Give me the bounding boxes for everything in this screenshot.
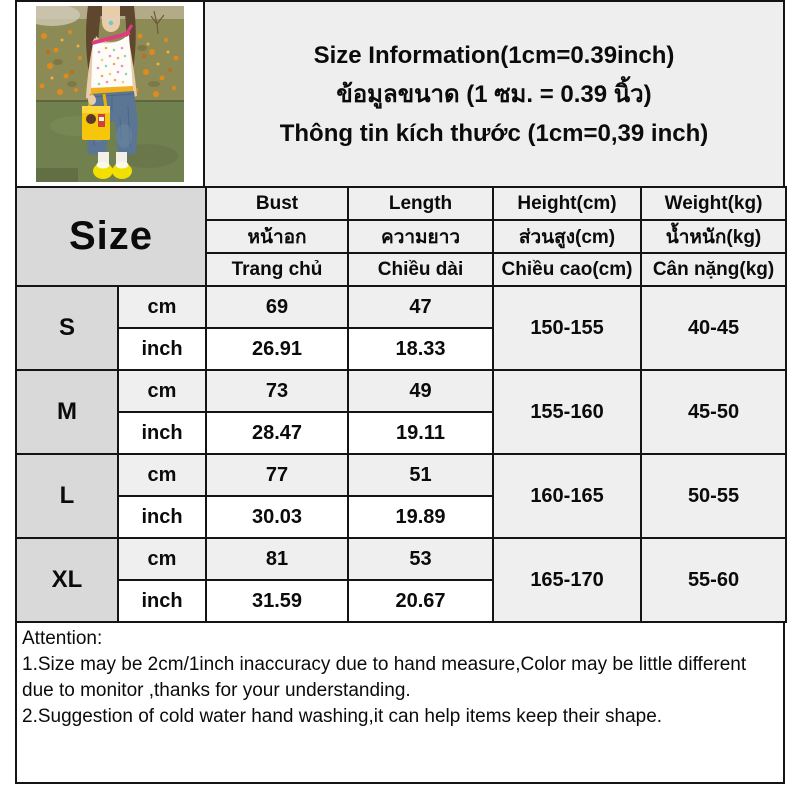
xl-cm-length: 53 — [347, 537, 495, 581]
product-photo — [36, 6, 184, 182]
attention-note-2: 2.Suggestion of cold water hand washing,… — [22, 706, 663, 727]
product-photo-cell — [15, 0, 205, 188]
unit-inch-s: inch — [116, 327, 208, 371]
l-inch-length: 19.89 — [347, 495, 495, 539]
unit-cm-xl: cm — [116, 537, 208, 581]
l-inch-bust: 30.03 — [205, 495, 350, 539]
l-cm-length: 51 — [347, 453, 495, 497]
col-header-height-en: Height(cm) — [492, 186, 643, 221]
col-header-bust-en: Bust — [205, 186, 350, 221]
s-cm-bust: 69 — [205, 285, 350, 329]
col-header-weight-vi: Cân nặng(kg) — [640, 252, 788, 287]
attention-heading: Attention: — [22, 628, 103, 649]
l-weight: 50-55 — [640, 453, 788, 539]
col-header-length-vi: Chiều dài — [347, 252, 495, 287]
title-vietnamese: Thông tin kích thước (1cm=0,39 inch) — [279, 119, 709, 147]
s-height: 150-155 — [492, 285, 643, 371]
xl-cm-bust: 81 — [205, 537, 350, 581]
unit-cm-s: cm — [116, 285, 208, 329]
size-label-m: M — [15, 369, 119, 455]
attention-note-1: 1.Size may be 2cm/1inch inaccuracy due t… — [22, 654, 747, 701]
size-label-s: S — [15, 285, 119, 371]
col-header-bust-vi: Trang chủ — [205, 252, 350, 287]
l-height: 160-165 — [492, 453, 643, 539]
title-thai: ข้อมูลขนาด (1 ซม. = 0.39 นิ้ว) — [336, 80, 652, 108]
m-inch-length: 19.11 — [347, 411, 495, 455]
m-cm-bust: 73 — [205, 369, 350, 413]
size-label-xl: XL — [15, 537, 119, 623]
unit-cm-m: cm — [116, 369, 208, 413]
col-header-length-en: Length — [347, 186, 495, 221]
s-weight: 40-45 — [640, 285, 788, 371]
unit-inch-m: inch — [116, 411, 208, 455]
l-cm-bust: 77 — [205, 453, 350, 497]
size-chart-table: Size Bust Length Height(cm) Weight(kg) ห… — [14, 186, 788, 623]
s-cm-length: 47 — [347, 285, 495, 329]
col-header-bust-th: หน้าอก — [205, 219, 350, 254]
unit-inch-xl: inch — [116, 579, 208, 623]
header-section: Size Information(1cm=0.39inch) ข้อมูลขนา… — [15, 0, 785, 188]
photo-person — [82, 6, 138, 179]
xl-inch-length: 20.67 — [347, 579, 495, 623]
s-inch-length: 18.33 — [347, 327, 495, 371]
xl-inch-bust: 31.59 — [205, 579, 350, 623]
size-label-l: L — [15, 453, 119, 539]
size-info-title-block: Size Information(1cm=0.39inch) ข้อมูลขนา… — [203, 0, 785, 188]
unit-cm-l: cm — [116, 453, 208, 497]
attention-box: Attention: 1.Size may be 2cm/1inch inacc… — [15, 621, 785, 784]
col-header-weight-th: น้ำหนัก(kg) — [640, 219, 788, 254]
xl-weight: 55-60 — [640, 537, 788, 623]
col-header-height-vi: Chiều cao(cm) — [492, 252, 643, 287]
col-header-weight-en: Weight(kg) — [640, 186, 788, 221]
size-header-cell: Size — [14, 186, 208, 287]
m-height: 155-160 — [492, 369, 643, 455]
m-inch-bust: 28.47 — [205, 411, 350, 455]
title-english: Size Information(1cm=0.39inch) — [313, 41, 675, 69]
col-header-height-th: ส่วนสูง(cm) — [492, 219, 643, 254]
s-inch-bust: 26.91 — [205, 327, 350, 371]
m-cm-length: 49 — [347, 369, 495, 413]
col-header-length-th: ความยาว — [347, 219, 495, 254]
size-chart-sheet: Size Information(1cm=0.39inch) ข้อมูลขนา… — [14, 0, 788, 784]
xl-height: 165-170 — [492, 537, 643, 623]
m-weight: 45-50 — [640, 369, 788, 455]
unit-inch-l: inch — [116, 495, 208, 539]
